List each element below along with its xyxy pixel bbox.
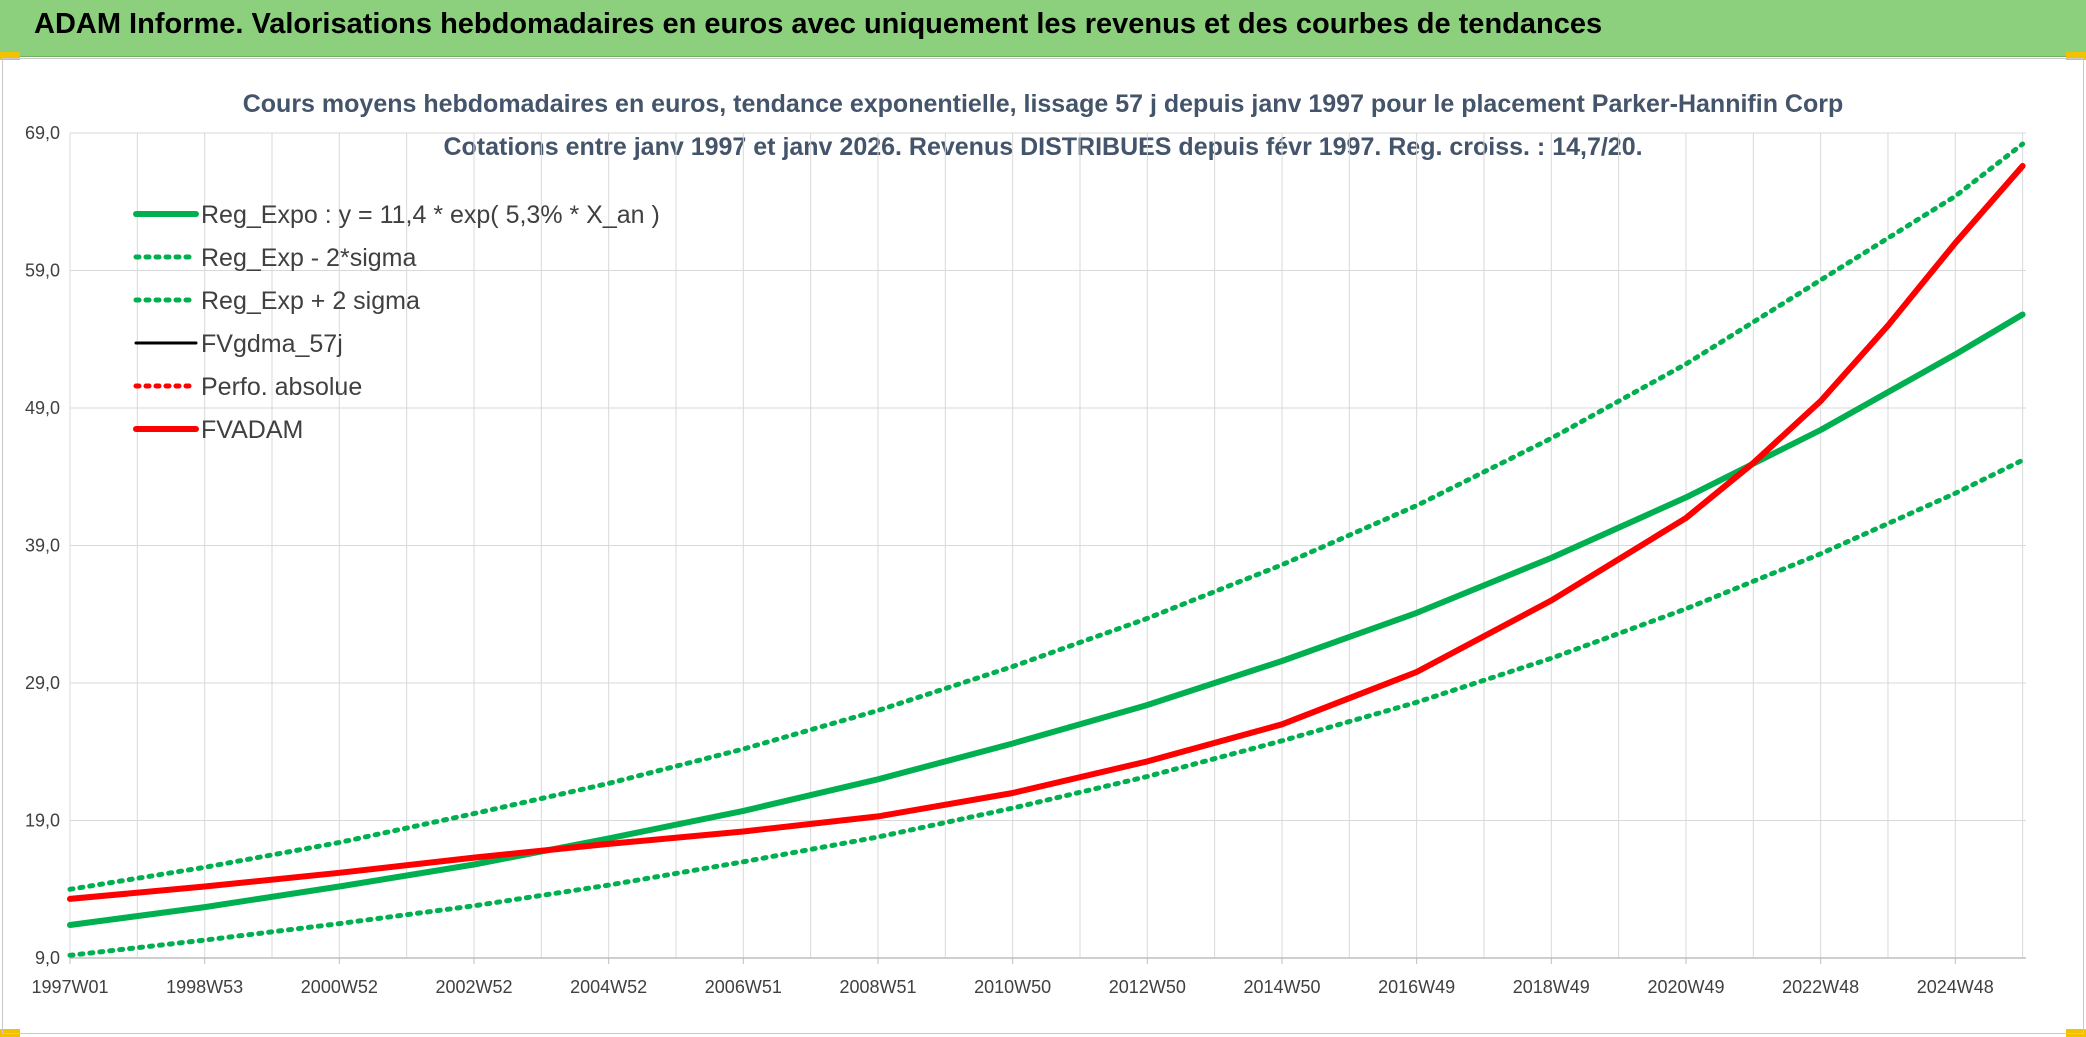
y-tick-label: 49,0 [25, 398, 60, 418]
corner-marker-top-left [0, 52, 20, 60]
x-tick-label: 2000W52 [301, 977, 378, 997]
x-tick-label: 2024W48 [1917, 977, 1994, 997]
y-tick-label: 9,0 [35, 948, 60, 968]
y-tick-label: 69,0 [25, 123, 60, 143]
grid [69, 132, 2026, 959]
x-tick-label: 2008W51 [839, 977, 916, 997]
series-line-3 [67, 141, 2026, 892]
x-tick-label: 2014W50 [1243, 977, 1320, 997]
x-tick-label: 2006W51 [705, 977, 782, 997]
series [67, 141, 2026, 958]
chart-frame [2, 58, 2084, 1034]
x-tick-label: 1998W53 [166, 977, 243, 997]
legend-label: FVgdma_57j [201, 330, 343, 358]
x-tick-label: 1997W01 [31, 977, 108, 997]
x-tick-label: 2002W52 [435, 977, 512, 997]
x-tick-label: 2016W49 [1378, 977, 1455, 997]
axes: 9,0 19,0 29,0 39,0 49,0 59,0 69,0 1997W01 1998W5… [25, 123, 2026, 997]
report-title: ADAM Informe. Valorisations hebdomadaire… [34, 8, 1603, 40]
series-line-5 [67, 163, 2026, 902]
x-tick-label: 2010W50 [974, 977, 1051, 997]
x-tick-label: 2018W49 [1513, 977, 1590, 997]
legend: Reg_Expo : y = 11,4 * exp( 5,3% * X_an )… [133, 201, 660, 444]
x-tick-label: 2022W48 [1782, 977, 1859, 997]
y-tick-label: 59,0 [25, 261, 60, 281]
x-tick-label: 2004W52 [570, 977, 647, 997]
y-tick-label: 19,0 [25, 811, 60, 831]
legend-label: Reg_Exp - 2*sigma [201, 244, 416, 272]
chart-subtitle: Cotations entre janv 1997 et janv 2026. … [443, 133, 1642, 161]
legend-label: FVADAM [201, 416, 303, 444]
legend-label: Reg_Expo : y = 11,4 * exp( 5,3% * X_an ) [201, 201, 660, 229]
x-tick-label: 2012W50 [1109, 977, 1186, 997]
x-tick-label: 2020W49 [1647, 977, 1724, 997]
series-line-6 [67, 163, 2026, 902]
legend-label: Perfo. absolue [201, 373, 362, 401]
legend-label: Reg_Exp + 2 sigma [201, 287, 420, 315]
series-line-1 [67, 311, 2026, 928]
series-line-4 [68, 164, 2025, 901]
y-tick-label: 39,0 [25, 536, 60, 556]
y-tick-label: 29,0 [25, 673, 60, 693]
series-line-2 [67, 457, 2026, 958]
corner-marker-top-right [2066, 52, 2086, 60]
chart-title: Cours moyens hebdomadaires en euros, ten… [243, 90, 1844, 118]
report-banner: ADAM Informe. Valorisations hebdomadaire… [0, 0, 2086, 57]
